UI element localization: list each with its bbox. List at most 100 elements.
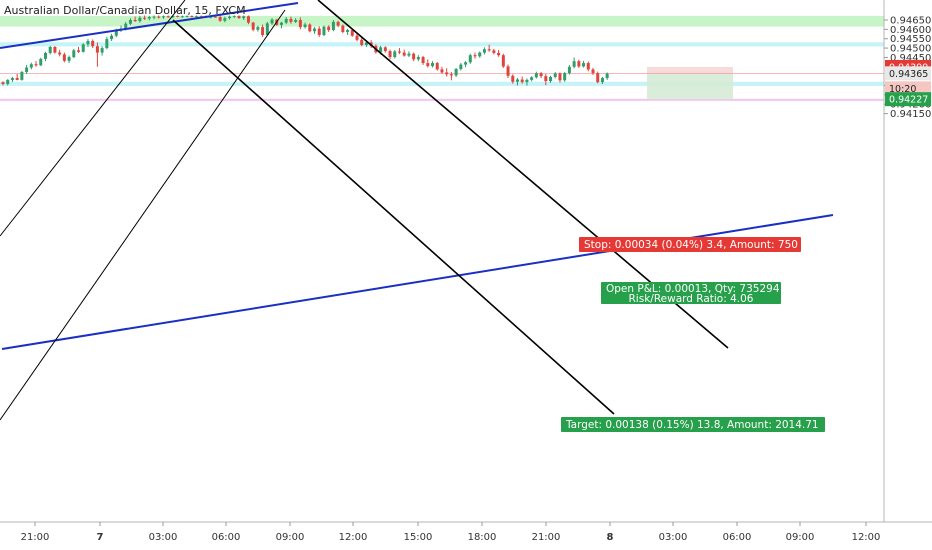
time-tick-label: 21:00: [21, 532, 50, 543]
target-label-bg: [561, 417, 825, 432]
candle-body: [596, 73, 600, 83]
candle-body: [412, 53, 416, 60]
chart-title: Australian Dollar/Canadian Dollar, 15, F…: [4, 4, 246, 17]
candle-body: [530, 77, 534, 80]
candle-body: [331, 21, 335, 31]
supply-zone: [0, 15, 884, 27]
candle-body: [350, 30, 354, 36]
candle-body: [67, 57, 71, 61]
price-tick-label: 0.94500: [890, 44, 931, 55]
candle-body: [223, 18, 227, 21]
candle-body: [298, 20, 302, 28]
time-tick-label: 12:00: [852, 532, 881, 543]
candle-body: [237, 15, 241, 19]
candle-body: [539, 73, 543, 77]
candle-body: [190, 15, 194, 18]
candle-body: [515, 79, 519, 82]
candle-body: [256, 27, 260, 30]
time-axis: 21:00 7 03:00 06:00 09:00 12:00 15:00 18:00 21:0…: [21, 522, 881, 543]
open-pnl-label: Open P&L: 0.00013, Qty: 735294: [606, 283, 780, 295]
candle-body: [497, 52, 501, 56]
candle-body: [459, 64, 463, 70]
candles-layer: [1, 15, 609, 86]
candle-body: [473, 55, 477, 57]
candle-body: [482, 49, 486, 53]
time-tick-label: 06:00: [212, 532, 241, 543]
candle-body: [360, 39, 364, 46]
candle-body: [171, 15, 175, 18]
price-label-target: 0.94227: [889, 95, 928, 106]
price-label-current-bg: [885, 66, 931, 81]
candle-body: [355, 35, 359, 40]
price-label-countdown: 10:20: [889, 84, 916, 95]
mid-zone: [0, 42, 884, 47]
rising-channel-right: [0, 9, 286, 421]
candle-body: [128, 20, 132, 24]
position-labels: Stop: 0.00034 (0.04%) 3.4, Amount: 750 Op…: [561, 237, 825, 432]
candle-body: [246, 16, 250, 23]
time-tick-label: 12:00: [339, 532, 368, 543]
candle-body: [336, 21, 340, 26]
candle-body: [105, 39, 109, 49]
candle-body: [100, 48, 104, 53]
candle-body: [86, 40, 90, 45]
candle-body: [39, 58, 43, 66]
candle-body: [48, 46, 52, 53]
candle-body: [195, 16, 199, 18]
time-tick-label: 15:00: [404, 532, 433, 543]
price-label-current: 0.94365: [889, 69, 928, 80]
time-tick-label: 03:00: [149, 532, 178, 543]
time-tick-label: 7: [97, 532, 104, 543]
price-tick-label: 0.94150: [890, 109, 931, 120]
candle-body: [383, 47, 387, 52]
candle-body: [416, 57, 420, 60]
candle-body: [20, 72, 24, 80]
rising-channel-left: [0, 0, 186, 237]
candle-body: [114, 30, 118, 36]
candle-body: [520, 79, 524, 83]
time-tick-label: 8: [607, 532, 614, 543]
candle-body: [77, 50, 81, 52]
candle-body: [449, 74, 453, 76]
candle-body: [549, 76, 553, 82]
target-zone: [647, 73, 733, 100]
candle-body: [435, 63, 439, 70]
candle-body: [289, 18, 293, 22]
candle-body: [558, 73, 562, 81]
candle-body: [567, 66, 571, 74]
candle-body: [544, 76, 548, 82]
candle-body: [393, 51, 397, 58]
candle-body: [138, 17, 142, 22]
open-pnl-label-bg: [601, 282, 781, 304]
candle-body: [322, 26, 326, 35]
candle-body: [294, 20, 298, 22]
candle-body: [95, 46, 99, 53]
candle-body: [440, 69, 444, 73]
candle-body: [265, 23, 269, 35]
candle-body: [157, 16, 161, 18]
candle-body: [34, 64, 38, 66]
candle-body: [279, 22, 283, 25]
candle-body: [506, 66, 510, 76]
candle-body: [407, 53, 411, 56]
trendlines-layer: [0, 0, 834, 421]
candle-body: [534, 73, 538, 78]
candle-body: [232, 15, 236, 17]
candle-body: [166, 16, 170, 18]
candle-body: [586, 63, 590, 70]
candle-body: [15, 78, 19, 80]
candle-body: [426, 63, 430, 67]
demand-zone: [0, 81, 884, 86]
risk-reward-label: Risk/Reward Ratio: 4.06: [629, 293, 754, 305]
candle-body: [6, 79, 10, 85]
candle-body: [110, 35, 114, 40]
candle-body: [487, 49, 491, 51]
candle-body: [492, 50, 496, 53]
candle-body: [176, 15, 180, 17]
time-tick-label: 09:00: [276, 532, 305, 543]
price-tick-label: 0.94450: [890, 53, 931, 64]
candle-body: [421, 57, 425, 64]
candle-body: [228, 16, 232, 19]
